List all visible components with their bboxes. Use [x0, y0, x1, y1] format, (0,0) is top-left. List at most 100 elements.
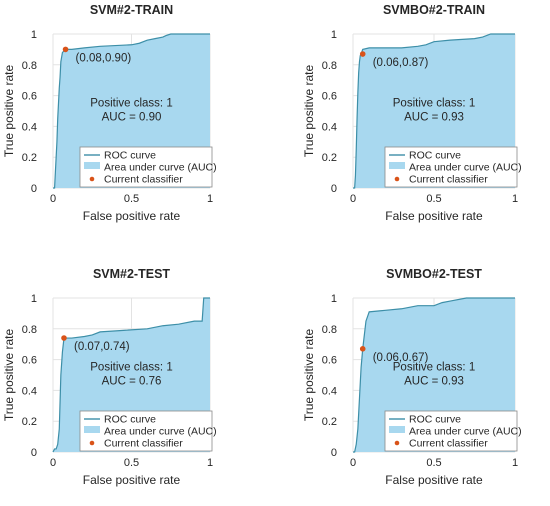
roc-panel-3: SVM#2-TEST (0.07,0.74) Positive class: 1 AU…: [2, 267, 217, 487]
classifier-point-label: (0.06,0.67): [373, 352, 429, 364]
auc-value-text: AUC = 0.93: [404, 375, 464, 387]
x-tick-label: 0.5: [426, 193, 441, 205]
auc-value-text: AUC = 0.90: [102, 111, 162, 123]
legend-auc-label: Area under curve (AUC): [104, 426, 217, 438]
y-tick-label: 1: [331, 293, 337, 305]
x-axis-label: False positive rate: [385, 473, 483, 487]
legend-classifier-label: Current classifier: [104, 174, 183, 186]
x-tick-label: 1: [512, 193, 518, 205]
panel-title: SVMBO#2-TRAIN: [383, 3, 485, 17]
legend-classifier-label: Current classifier: [104, 438, 183, 450]
x-tick-label: 0: [350, 457, 356, 469]
y-tick-label: 0.8: [322, 324, 337, 336]
y-tick-label: 0.8: [22, 324, 37, 336]
y-axis-label: True positive rate: [302, 65, 316, 158]
legend-roc-label: ROC curve: [104, 414, 156, 426]
y-tick-label: 1: [31, 29, 37, 41]
y-tick-label: 0.4: [22, 121, 37, 133]
y-tick-label: 0.4: [322, 385, 337, 397]
y-tick-label: 0.8: [322, 60, 337, 72]
legend-auc-swatch: [84, 162, 100, 169]
x-axis-label: False positive rate: [385, 209, 483, 223]
y-tick-label: 1: [331, 29, 337, 41]
legend-auc-swatch: [389, 426, 405, 433]
y-tick-label: 0.4: [322, 121, 337, 133]
legend-auc-label: Area under curve (AUC): [409, 162, 522, 174]
x-tick-label: 0.5: [124, 457, 139, 469]
y-tick-label: 0: [331, 183, 337, 195]
legend-classifier-swatch: [394, 176, 400, 182]
positive-class-text: Positive class: 1: [393, 97, 475, 109]
y-tick-label: 0: [31, 183, 37, 195]
legend-classifier-swatch: [89, 176, 95, 182]
legend-classifier-label: Current classifier: [409, 438, 488, 450]
x-axis-label: False positive rate: [83, 209, 181, 223]
auc-value-text: AUC = 0.93: [404, 111, 464, 123]
legend-classifier-label: Current classifier: [409, 174, 488, 186]
legend-roc-label: ROC curve: [409, 150, 461, 162]
y-tick-label: 0.6: [322, 91, 337, 103]
y-axis-label: True positive rate: [302, 329, 316, 422]
x-tick-label: 0.5: [426, 457, 441, 469]
y-tick-label: 0.8: [22, 60, 37, 72]
legend-auc-label: Area under curve (AUC): [104, 162, 217, 174]
roc-panel-4: SVMBO#2-TEST (0.06,0.67)Positive class: 1…: [302, 267, 522, 487]
x-tick-label: 1: [207, 457, 213, 469]
y-tick-label: 0: [331, 447, 337, 459]
y-tick-label: 0.2: [22, 416, 37, 428]
legend-auc-swatch: [389, 162, 405, 169]
x-tick-label: 0: [50, 193, 56, 205]
y-tick-label: 0.4: [22, 385, 37, 397]
x-tick-label: 1: [207, 193, 213, 205]
panel-title: SVM#2-TEST: [93, 267, 170, 281]
panel-title: SVM#2-TRAIN: [90, 3, 173, 17]
panel-title: SVMBO#2-TEST: [386, 267, 482, 281]
roc-curve-line: [52, 297, 210, 453]
y-axis-label: True positive rate: [2, 65, 16, 158]
current-classifier-point: [359, 346, 366, 352]
legend-box: [79, 146, 213, 188]
positive-class-text: Positive class: 1: [393, 361, 475, 373]
y-tick-label: 0.6: [22, 91, 37, 103]
x-tick-label: 0.5: [124, 193, 139, 205]
x-axis-label: False positive rate: [83, 473, 181, 487]
y-tick-label: 0: [31, 447, 37, 459]
positive-class-text: Positive class: 1: [90, 97, 172, 109]
y-tick-label: 0.2: [22, 152, 37, 164]
legend-roc-label: ROC curve: [104, 150, 156, 162]
x-tick-label: 0: [350, 193, 356, 205]
legend-auc-swatch: [84, 426, 100, 433]
legend-box: [384, 410, 518, 452]
y-axis-label: True positive rate: [2, 329, 16, 422]
legend-box: [384, 146, 518, 188]
current-classifier-point: [359, 51, 366, 57]
classifier-point-label: (0.06,0.87): [373, 57, 429, 69]
legend-box: [79, 410, 213, 452]
roc-curve-line: [353, 297, 515, 453]
legend-classifier-swatch: [89, 440, 95, 446]
roc-curve-line: [353, 33, 515, 189]
y-tick-label: 0.2: [322, 152, 337, 164]
x-tick-label: 0: [50, 457, 56, 469]
current-classifier-point: [61, 335, 67, 341]
roc-panel-2: SVMBO#2-TRAIN (0.06,0.87) Positive class: …: [302, 3, 522, 223]
roc-panel-1: SVM#2-TRAIN (0.08,0.90) Positive class: 1 A…: [2, 3, 217, 223]
current-classifier-point: [62, 46, 69, 53]
legend-roc-label: ROC curve: [409, 414, 461, 426]
y-tick-label: 0.6: [322, 355, 337, 367]
classifier-point-label: (0.07,0.74): [74, 341, 130, 353]
y-tick-label: 0.2: [322, 416, 337, 428]
positive-class-text: Positive class: 1: [90, 361, 172, 373]
legend-auc-label: Area under curve (AUC): [409, 426, 522, 438]
legend-classifier-swatch: [394, 440, 400, 446]
y-tick-label: 0.6: [22, 355, 37, 367]
auc-value-text: AUC = 0.76: [102, 375, 162, 387]
classifier-point-label: (0.08,0.90): [76, 52, 132, 64]
x-tick-label: 1: [512, 457, 518, 469]
y-tick-label: 1: [31, 293, 37, 305]
